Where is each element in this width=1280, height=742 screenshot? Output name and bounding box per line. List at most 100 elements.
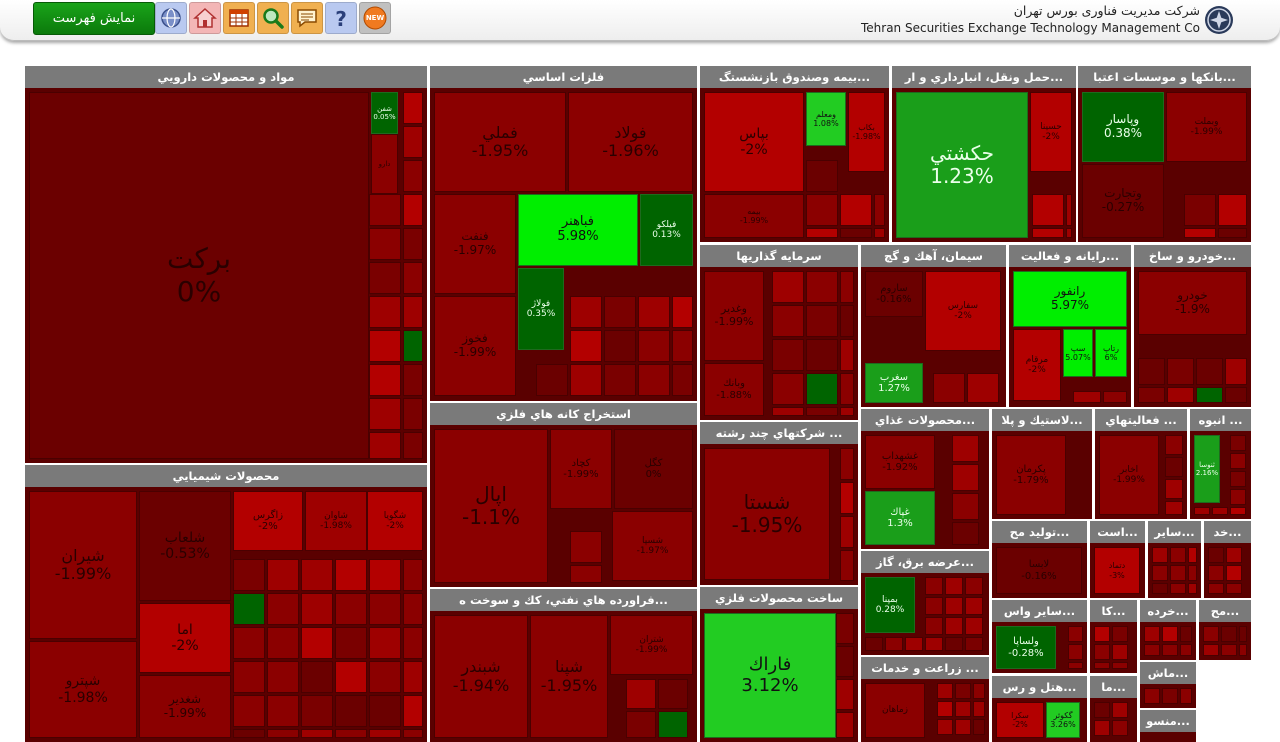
stock-tile-small[interactable] <box>1239 644 1247 656</box>
stock-tile-small[interactable] <box>1066 228 1072 238</box>
stock-tile-small[interactable] <box>806 339 838 371</box>
stock-tile[interactable]: پكرمان -1.79% <box>996 435 1066 515</box>
stock-tile-small[interactable] <box>1218 194 1247 226</box>
globe-icon[interactable] <box>155 2 187 34</box>
stock-tile-small[interactable] <box>536 364 568 396</box>
stock-tile-small[interactable] <box>1212 507 1228 515</box>
stock-tile[interactable]: اخابر -1.99% <box>1099 435 1159 515</box>
stock-tile-small[interactable] <box>955 719 971 735</box>
stock-tile-small[interactable] <box>403 194 423 226</box>
sector-title[interactable]: ...خرده <box>1147 604 1189 618</box>
stock-tile-small[interactable] <box>301 593 333 625</box>
stock-tile-small[interactable] <box>1068 644 1083 660</box>
stock-tile[interactable]: شستا -1.95% <box>704 448 830 580</box>
stock-tile[interactable]: گكوثر 3.26% <box>1046 702 1080 738</box>
stock-tile-small[interactable] <box>840 516 854 548</box>
stock-tile-small[interactable] <box>267 593 299 625</box>
stock-tile-small[interactable] <box>1230 435 1246 451</box>
stock-tile-small[interactable] <box>403 92 423 124</box>
stock-tile-small[interactable] <box>955 683 971 699</box>
stock-tile-small[interactable] <box>604 296 636 328</box>
stock-tile-small[interactable] <box>658 679 688 709</box>
stock-tile-small[interactable] <box>1112 644 1128 660</box>
sector-title[interactable]: ...خد <box>1213 525 1242 539</box>
stock-tile-small[interactable] <box>1094 662 1110 669</box>
stock-tile-small[interactable] <box>1066 194 1072 226</box>
stock-tile-small[interactable] <box>865 637 883 651</box>
sector-title[interactable]: ... شركتهاي چند رشته <box>715 426 843 440</box>
stock-tile-small[interactable] <box>403 695 423 727</box>
sector-title[interactable]: ...فراورده هاي نفتي، كك و سوخت ه <box>459 593 668 607</box>
sector-title[interactable]: ...محصولات غذاي <box>874 413 976 427</box>
stock-tile-small[interactable] <box>369 262 401 294</box>
stock-tile-small[interactable] <box>403 398 423 430</box>
stock-tile[interactable]: غشهداب -1.92% <box>865 435 935 489</box>
stock-tile[interactable]: ثنوسا 2.16% <box>1194 435 1220 503</box>
stock-tile-small[interactable] <box>1184 228 1216 238</box>
sector-title[interactable]: ...حمل ونقل، انبارداري و ار <box>904 70 1064 84</box>
stock-tile-small[interactable] <box>1162 626 1178 642</box>
stock-tile[interactable]: سكرا -2% <box>996 702 1044 738</box>
stock-tile-small[interactable] <box>369 228 401 260</box>
stock-tile[interactable]: بمپنا 0.28% <box>865 577 915 633</box>
stock-tile[interactable]: فملي -1.95% <box>434 92 566 192</box>
sector-title[interactable]: ...كا <box>1101 604 1126 618</box>
stock-tile[interactable]: حسينا -2% <box>1030 92 1072 172</box>
stock-tile[interactable]: شاوان -1.98% <box>305 491 367 551</box>
stock-tile-small[interactable] <box>1144 644 1160 656</box>
stock-tile-small[interactable] <box>233 695 265 727</box>
stock-tile-small[interactable] <box>1162 644 1178 656</box>
stock-tile-small[interactable] <box>638 296 670 328</box>
stock-tile-small[interactable] <box>369 593 401 625</box>
stock-tile-small[interactable] <box>925 577 943 595</box>
stock-tile[interactable]: خودرو -1.9% <box>1138 271 1247 335</box>
stock-tile-small[interactable] <box>955 701 971 717</box>
sector-title[interactable]: ...لاستيك و پلا <box>1001 413 1083 427</box>
stock-tile[interactable]: شپنا -1.95% <box>530 615 608 738</box>
stock-tile-small[interactable] <box>952 493 979 520</box>
stock-tile-small[interactable] <box>1196 387 1223 403</box>
stock-tile-small[interactable] <box>836 613 854 644</box>
stock-tile[interactable]: اپال -1.1% <box>434 429 548 583</box>
stock-tile-small[interactable] <box>369 627 401 659</box>
sector-title[interactable]: ...ساير واس <box>1003 604 1076 618</box>
stock-tile-small[interactable] <box>965 617 983 635</box>
stock-tile[interactable]: شبندر -1.94% <box>434 615 528 738</box>
stock-tile[interactable]: غپاك 1.3% <box>865 491 935 545</box>
stock-tile[interactable]: شلعاب -0.53% <box>139 491 231 601</box>
stock-tile-small[interactable] <box>1230 489 1246 505</box>
stock-tile-small[interactable] <box>1165 457 1183 477</box>
stock-tile-small[interactable] <box>672 330 693 362</box>
stock-tile-small[interactable] <box>772 407 804 416</box>
sector-title[interactable]: ...توليد مح <box>1009 525 1070 539</box>
stock-tile-small[interactable] <box>369 729 401 738</box>
sector-title[interactable]: ...است <box>1097 525 1138 539</box>
stock-tile[interactable]: فاراك 3.12% <box>704 613 836 738</box>
stock-tile-small[interactable] <box>806 271 838 303</box>
stock-tile-small[interactable] <box>267 695 299 727</box>
stock-tile-small[interactable] <box>1068 662 1083 669</box>
stock-tile-small[interactable] <box>836 679 854 710</box>
stock-tile[interactable]: دارو <box>371 134 398 194</box>
sector-title[interactable]: ...بيمه وصندوق بازنشستگ <box>718 70 871 84</box>
stock-tile-small[interactable] <box>840 228 872 238</box>
stock-tile-small[interactable] <box>301 661 333 693</box>
stock-tile-small[interactable] <box>1188 583 1197 594</box>
stock-tile-small[interactable] <box>335 593 367 625</box>
stock-tile-small[interactable] <box>1170 583 1186 594</box>
stock-tile-small[interactable] <box>1203 644 1219 656</box>
stock-tile[interactable]: بيمه -1.99% <box>704 194 804 238</box>
stock-tile[interactable]: اما -2% <box>139 603 231 673</box>
stock-tile[interactable]: ومعلم 1.08% <box>806 92 846 146</box>
stock-tile[interactable]: فولاژ 0.35% <box>518 268 564 350</box>
stock-tile-small[interactable] <box>672 296 693 328</box>
stock-tile-small[interactable] <box>1180 688 1192 704</box>
stock-tile-small[interactable] <box>965 597 983 615</box>
stock-tile[interactable]: شپترو -1.98% <box>29 641 137 738</box>
stock-tile[interactable]: سفارس -2% <box>925 271 1001 351</box>
stock-tile-small[interactable] <box>403 330 423 362</box>
search-icon[interactable] <box>257 2 289 34</box>
stock-tile-small[interactable] <box>570 565 602 583</box>
sector-title[interactable]: ...هتل و رس <box>1002 680 1077 694</box>
stock-tile-small[interactable] <box>1188 565 1197 581</box>
